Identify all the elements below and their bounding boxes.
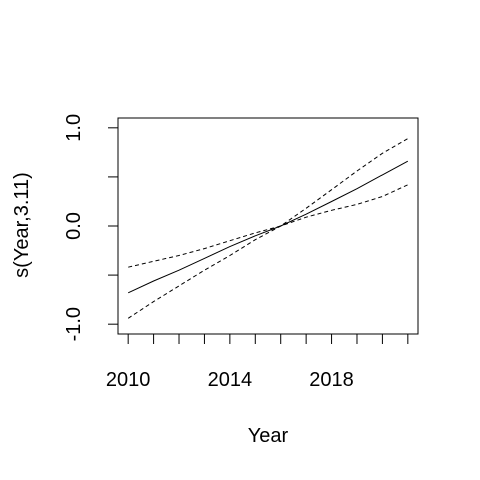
x-axis-title: Year xyxy=(248,425,289,447)
y-axis-title: s(Year,3.11) xyxy=(11,172,33,278)
x-tick-label: 2018 xyxy=(309,369,354,391)
y-tick-label: -1.0 xyxy=(63,307,85,341)
x-tick-label: 2014 xyxy=(208,369,253,391)
series-line-lower-band xyxy=(127,184,409,319)
x-axis: 2010 2014 2018 xyxy=(106,334,409,391)
y-tick-label: 1.0 xyxy=(63,114,85,142)
y-tick-label: 0.0 xyxy=(63,212,85,240)
x-tick-label: 2010 xyxy=(106,369,151,391)
y-axis: -1.0 0.0 1.0 xyxy=(63,114,118,341)
series-line-fit xyxy=(127,160,409,294)
series-group xyxy=(127,138,409,319)
